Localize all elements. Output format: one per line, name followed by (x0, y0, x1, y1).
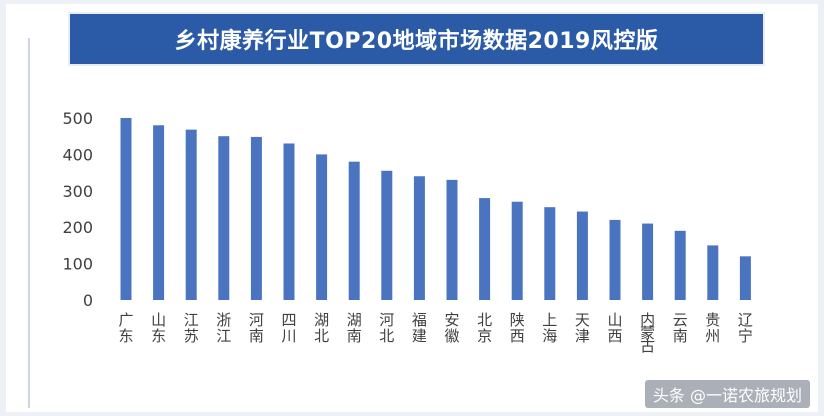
x-tick-label: 河南 (249, 311, 264, 345)
x-tick-label: 湖北 (314, 311, 329, 345)
x-tick-label: 上海 (542, 311, 557, 345)
decorative-rule (28, 38, 30, 408)
chart-frame (6, 4, 818, 412)
x-tick-label: 江苏 (184, 311, 199, 345)
y-tick-label: 500 (62, 109, 93, 128)
bar (316, 154, 328, 300)
x-tick-label: 山东 (151, 311, 166, 345)
bar (413, 176, 425, 300)
x-tick-label: 辽宁 (738, 311, 753, 345)
bar (446, 179, 458, 300)
bar (185, 129, 197, 300)
y-tick-label: 100 (62, 255, 93, 274)
x-tick-label: 安徽 (444, 311, 459, 345)
x-tick-label: 内蒙古 (640, 311, 655, 355)
bar (707, 245, 719, 300)
bar (511, 201, 523, 300)
y-tick-label: 0 (83, 291, 93, 310)
x-tick-label: 浙江 (216, 311, 231, 345)
x-tick-label: 四川 (281, 311, 296, 345)
y-axis-ticks: 0 100 200 300 400 500 (62, 109, 93, 310)
bar (674, 230, 686, 300)
watermark-label: 头条 @一诺农旅规划 (644, 380, 810, 408)
bar (479, 198, 491, 300)
x-tick-label: 河北 (379, 311, 394, 345)
bar (576, 211, 588, 300)
bar (739, 256, 751, 300)
bar (642, 223, 654, 300)
x-tick-label: 山西 (607, 311, 622, 345)
x-tick-label: 湖南 (347, 311, 362, 345)
x-tick-label: 北京 (477, 311, 492, 345)
bar (250, 136, 262, 300)
bar (381, 170, 393, 300)
y-tick-label: 200 (62, 218, 93, 237)
bar (120, 118, 132, 300)
y-tick-label: 300 (62, 182, 93, 201)
bar (348, 161, 360, 300)
bar (544, 207, 556, 300)
x-tick-label: 广东 (118, 311, 133, 345)
x-tick-label: 云南 (673, 311, 688, 345)
bar-series (120, 118, 751, 300)
x-tick-label: 陕西 (510, 311, 525, 345)
x-tick-label: 贵州 (705, 311, 720, 345)
chart-title: 乡村康养行业TOP20地域市场数据2019风控版 (68, 12, 765, 66)
bar (609, 219, 621, 300)
bar (283, 143, 295, 300)
bar (218, 136, 230, 300)
bar (153, 125, 165, 300)
x-tick-label: 福建 (412, 311, 427, 345)
x-tick-label: 天津 (575, 311, 590, 345)
y-tick-label: 400 (62, 145, 93, 164)
